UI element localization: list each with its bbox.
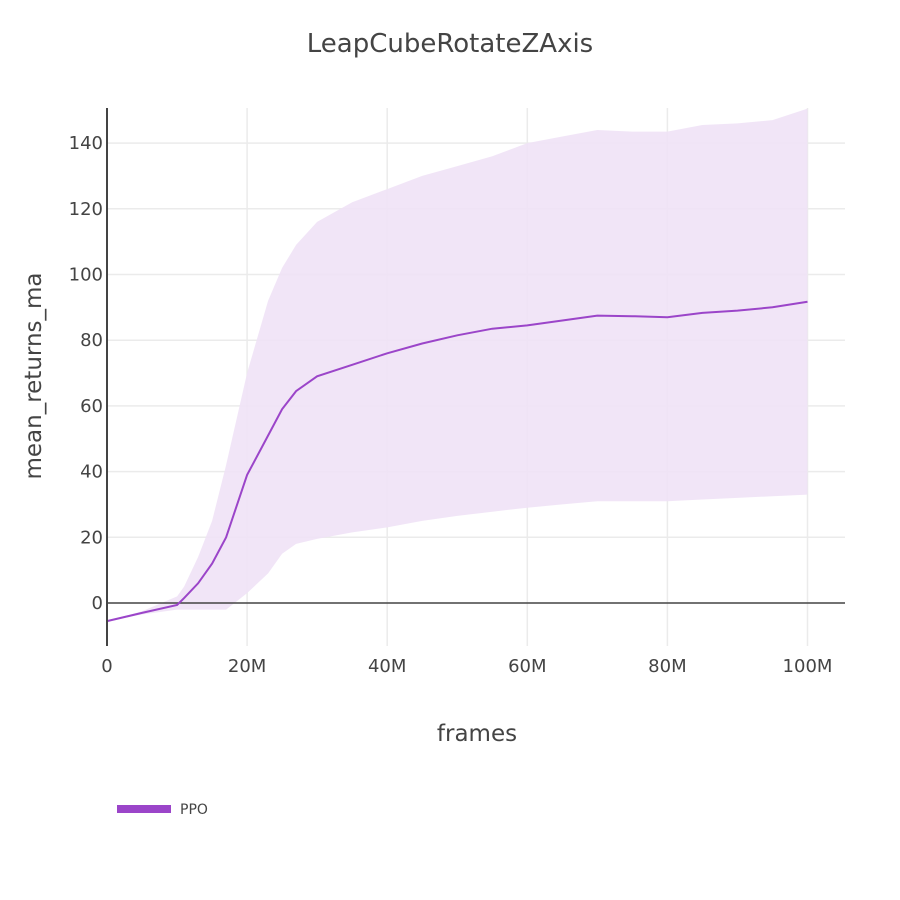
y-tick-labels: 0 20 40 60 80 100 120 140 [69,133,103,614]
svg-text:0: 0 [92,593,103,614]
mean-line [106,300,808,623]
svg-text:60M: 60M [508,656,546,677]
svg-text:80M: 80M [648,656,686,677]
svg-text:60: 60 [80,396,103,417]
svg-text:100: 100 [69,265,103,286]
x-axis-title: frames [437,721,517,747]
svg-text:20: 20 [80,527,103,548]
svg-text:100M: 100M [783,656,833,677]
svg-text:20M: 20M [228,656,266,677]
legend[interactable]: PPO [117,802,208,818]
confidence-band [107,108,808,622]
legend-label-ppo[interactable]: PPO [180,802,208,818]
svg-text:40: 40 [80,462,103,483]
y-axis-title: mean_returns_ma [21,272,47,479]
svg-text:0: 0 [101,656,112,677]
chart-title: LeapCubeRotateZAxis [307,29,593,59]
svg-text:140: 140 [69,133,103,154]
svg-text:80: 80 [80,330,103,351]
x-tick-labels: 0 20M 40M 60M 80M 100M [101,656,832,677]
svg-text:40M: 40M [368,656,406,677]
legend-swatch-ppo[interactable] [117,805,171,813]
svg-text:120: 120 [69,199,103,220]
